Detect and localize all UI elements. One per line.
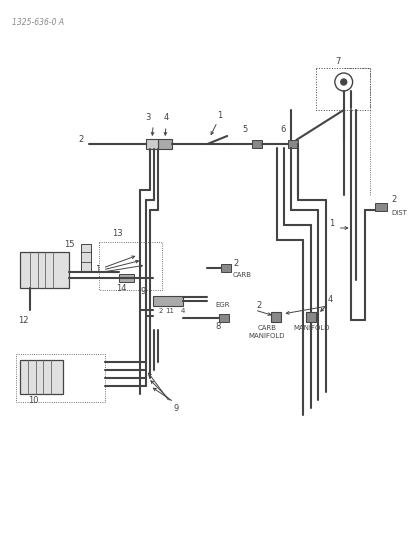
- Text: 12: 12: [18, 316, 29, 325]
- Bar: [99, 242, 162, 290]
- Text: 13: 13: [111, 229, 122, 238]
- Text: 9: 9: [173, 404, 178, 413]
- Bar: [20, 252, 69, 288]
- Bar: [270, 312, 280, 322]
- Circle shape: [340, 79, 346, 85]
- Bar: [146, 139, 157, 149]
- Text: MANIFOLD: MANIFOLD: [292, 325, 328, 331]
- Bar: [118, 274, 134, 282]
- Text: 4: 4: [163, 113, 168, 122]
- Text: 2: 2: [79, 135, 84, 144]
- Text: 5: 5: [242, 125, 247, 134]
- Bar: [306, 312, 315, 322]
- Text: 4: 4: [180, 308, 184, 314]
- Text: 6: 6: [280, 125, 285, 134]
- Text: 14: 14: [116, 284, 127, 293]
- Bar: [221, 264, 231, 272]
- Text: MANIFOLD: MANIFOLD: [248, 333, 284, 339]
- Text: 3: 3: [145, 113, 151, 122]
- Text: EGR: EGR: [215, 302, 229, 308]
- Text: 4: 4: [327, 295, 333, 304]
- Text: 7: 7: [334, 57, 339, 66]
- Bar: [81, 244, 91, 272]
- Text: 2: 2: [256, 302, 261, 311]
- Bar: [20, 360, 63, 394]
- Bar: [153, 296, 182, 306]
- Text: 8: 8: [215, 322, 220, 331]
- Bar: [251, 140, 261, 148]
- Text: 11: 11: [165, 308, 174, 314]
- Text: CARB: CARB: [256, 325, 276, 331]
- Text: 1: 1: [216, 111, 221, 120]
- Bar: [374, 203, 386, 211]
- Text: 1: 1: [95, 265, 101, 274]
- Text: 2: 2: [158, 308, 163, 314]
- Text: DIST: DIST: [390, 210, 406, 216]
- Text: 15: 15: [64, 240, 75, 249]
- Text: CARB: CARB: [233, 272, 252, 278]
- Bar: [288, 140, 298, 148]
- Text: 2: 2: [233, 259, 238, 268]
- Text: 2: 2: [390, 196, 396, 205]
- Text: 1: 1: [328, 220, 333, 229]
- Bar: [16, 354, 104, 402]
- Text: 1325-636-0 A: 1325-636-0 A: [12, 18, 64, 27]
- Bar: [157, 139, 171, 149]
- Text: 10: 10: [28, 396, 39, 405]
- Bar: [315, 68, 369, 110]
- Text: 9: 9: [141, 287, 146, 296]
- Bar: [219, 314, 229, 322]
